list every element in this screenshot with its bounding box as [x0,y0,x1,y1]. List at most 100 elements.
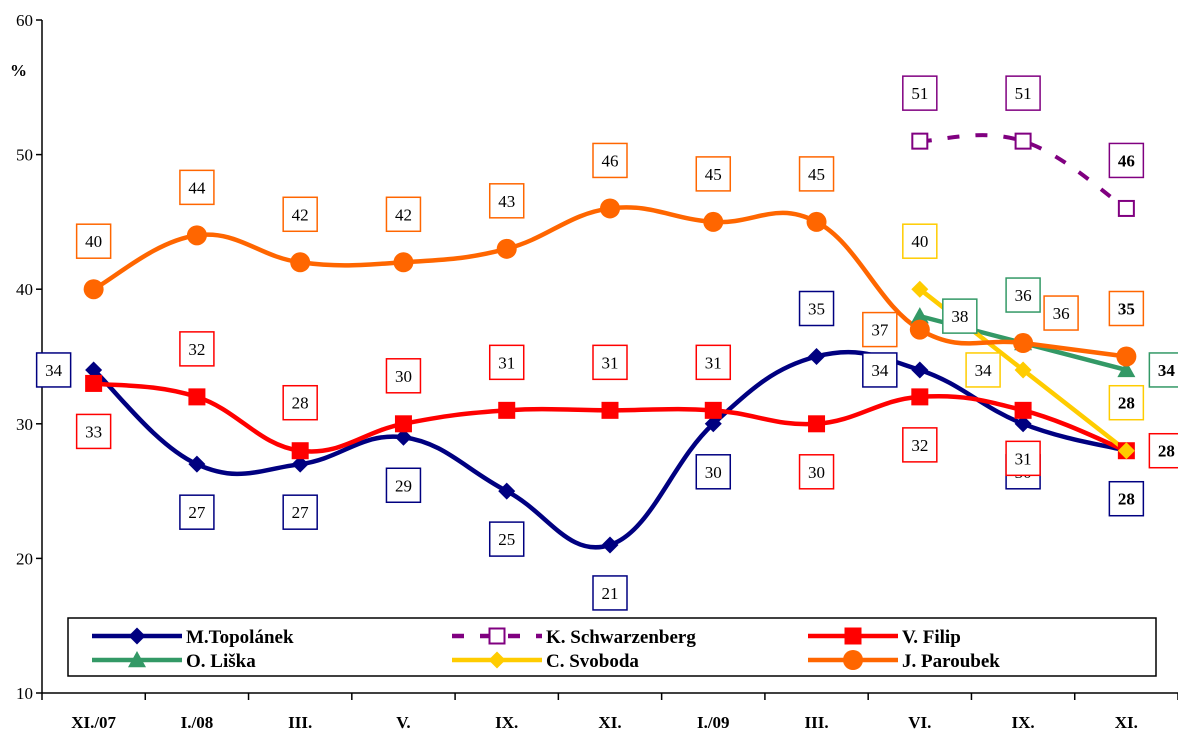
data-label: 31 [705,353,722,372]
data-label: 34 [45,361,63,380]
data-label-box [488,521,525,557]
data-label: 28 [1118,394,1135,413]
data-label-box [488,344,525,381]
data-point [704,401,722,419]
data-label: 27 [188,503,206,522]
x-tick-label: IX. [1012,713,1035,732]
data-point [1117,442,1135,460]
data-label: 31 [1015,449,1032,468]
data-point [188,388,206,406]
data-point [911,132,929,150]
y-axis: 10 20 30 40 50 60 [16,11,43,703]
data-label: 30 [808,463,825,482]
data-label: 34 [975,361,993,380]
data-label: 21 [602,584,619,603]
legend-box [67,617,1157,677]
data-label: 32 [911,436,928,455]
data-point [1014,361,1032,379]
data-label: 36 [1015,286,1032,305]
y-tick-label: 40 [16,280,33,299]
data-label: 28 [292,394,309,413]
x-tick-label: I./08 [181,713,214,732]
data-label-box [385,358,422,394]
legend-label: V. Filip [902,627,961,648]
data-label-box [798,290,835,327]
data-label: 31 [602,353,619,372]
legend-swatch-marker [844,627,862,645]
data-point [85,361,103,379]
data-label: 29 [395,476,412,495]
data-label-box [695,344,732,381]
legend: M.Topolánek K. Schwarzenberg V. Filip O. Li… [67,617,1157,677]
legend-label: C. Svoboda [546,651,639,672]
data-label-box [1148,352,1178,388]
data-label-box [1005,277,1041,313]
data-label-box [282,384,318,421]
data-label-box [179,331,215,367]
x-tick-label: V. [396,713,410,732]
data-label: 42 [395,205,412,224]
legend-swatch-marker [843,650,863,670]
data-labels: 34 27 27 29 25 21 30 35 34 30 28 51 51 46 33 32 28 30 31 31… [35,75,1178,611]
y-tick-label: 50 [16,146,33,165]
data-label-box [862,311,898,348]
data-point [910,307,929,324]
data-label: 38 [951,307,968,326]
data-label-box [902,427,938,463]
y-tick-label: 20 [16,549,33,568]
x-tick-label: XI./07 [71,713,116,732]
legend-label: K. Schwarzenberg [546,627,696,648]
y-tick-label: 10 [16,684,33,703]
data-label: 31 [498,353,515,372]
data-label: 36 [1053,304,1070,323]
data-label: 35 [1118,300,1135,319]
data-point [186,225,207,246]
data-point [496,238,517,259]
data-label-box [592,142,628,179]
data-point [704,415,722,433]
data-label-box [1148,432,1178,469]
legend-item: K. Schwarzenberg [452,627,696,648]
data-label: 44 [188,178,206,197]
data-point [394,428,412,446]
data-label: 35 [808,300,825,319]
data-label-box [179,169,215,206]
data-point [394,415,412,433]
y-axis-label: % [10,61,27,80]
data-label: 40 [85,232,102,251]
data-point [83,279,104,300]
data-label-box [902,223,938,259]
data-point [703,211,724,232]
data-point [1014,132,1032,150]
data-label: 32 [188,340,205,359]
data-point [291,442,309,460]
x-tick-label: XI. [1115,713,1138,732]
data-point [808,348,826,365]
data-label: 45 [808,165,825,184]
data-point [1014,401,1032,419]
data-label-box [862,352,898,388]
data-label: 46 [1118,151,1135,170]
data-point [188,455,206,473]
data-point [85,374,103,392]
y-tick-label: 60 [16,11,33,30]
series-lines [91,133,1129,550]
data-point [291,455,309,473]
legend-item: O. Liška [92,651,256,672]
data-label: 34 [1158,361,1176,380]
data-label: 25 [498,530,515,549]
data-point [911,280,929,298]
data-label: 43 [498,192,515,211]
legend-label: O. Liška [186,651,256,672]
data-point [909,319,930,340]
data-label: 51 [1015,84,1032,103]
data-point [808,415,826,433]
data-point [1116,346,1137,367]
data-point [601,536,619,554]
data-label-box [385,467,422,504]
data-label-box [1005,75,1041,111]
data-label: 46 [602,151,619,170]
data-label-box [282,196,318,233]
data-label-box [179,494,215,530]
